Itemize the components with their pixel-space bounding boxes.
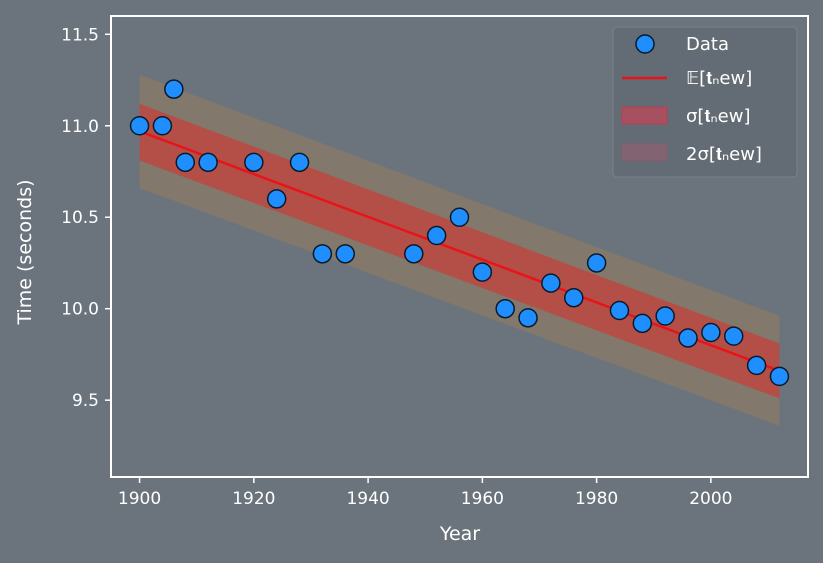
data-point: [426, 225, 447, 246]
data-point: [564, 287, 584, 308]
data-point: [723, 326, 744, 346]
legend-mean-label: 𝔼[𝐭ₙew]: [686, 68, 752, 89]
mean-line: [139, 130, 780, 373]
data-point: [746, 355, 767, 376]
x-tick-label: 1960: [461, 489, 504, 509]
legend-sigma-label: σ[𝐭ₙew]: [686, 106, 751, 127]
x-axis-ticks: 1900 1920 1940 1960 1980 2000: [118, 477, 733, 509]
data-point: [655, 306, 675, 326]
data-point: [701, 322, 721, 343]
data-point: [198, 152, 218, 173]
mean-line-group: [139, 130, 780, 373]
data-point: [244, 152, 264, 173]
x-tick-label: 1980: [575, 489, 618, 509]
data-point: [495, 298, 515, 319]
y-tick-label: 11.0: [61, 117, 99, 137]
data-point: [164, 79, 184, 99]
data-point: [769, 366, 790, 387]
legend-data-marker: [635, 34, 655, 54]
data-point: [152, 116, 173, 136]
y-tick-label: 11.5: [61, 25, 99, 45]
data-points: [129, 79, 790, 387]
x-tick-label: 1940: [346, 489, 389, 509]
x-tick-label: 1920: [232, 489, 275, 509]
data-point: [678, 328, 698, 348]
data-point: [609, 300, 630, 321]
data-point: [586, 253, 607, 273]
data-point: [404, 244, 424, 264]
legend-data-label: Data: [686, 34, 729, 55]
x-tick-label: 2000: [689, 489, 732, 509]
y-axis-label: Time (seconds): [14, 179, 36, 325]
x-axis-label: Year: [439, 523, 480, 545]
data-point: [129, 116, 150, 136]
data-point: [335, 244, 355, 264]
data-point: [289, 152, 310, 173]
y-tick-label: 9.5: [72, 391, 99, 411]
y-tick-label: 10.5: [61, 208, 99, 228]
axes-frame: [110, 15, 809, 478]
legend-two-sigma-label: 2σ[𝐭ₙew]: [686, 144, 762, 165]
data-point: [449, 207, 470, 227]
data-point: [266, 189, 287, 209]
legend-two-sigma-swatch: [621, 143, 668, 162]
data-point: [632, 313, 653, 334]
legend-box: [612, 26, 798, 178]
y-tick-label: 10.0: [61, 300, 99, 320]
data-point: [541, 273, 561, 293]
x-tick-label: 1900: [118, 489, 161, 509]
data-point: [518, 308, 538, 328]
data-point: [472, 262, 493, 282]
data-point: [175, 152, 196, 173]
y-axis-ticks: 9.5 10.0 10.5 11.0 11.5: [61, 25, 111, 411]
data-point: [312, 244, 333, 264]
legend-sigma-swatch: [621, 106, 668, 125]
legend: Data 𝔼[𝐭ₙew] σ[𝐭ₙew] 2σ[𝐭ₙew]: [612, 26, 798, 178]
